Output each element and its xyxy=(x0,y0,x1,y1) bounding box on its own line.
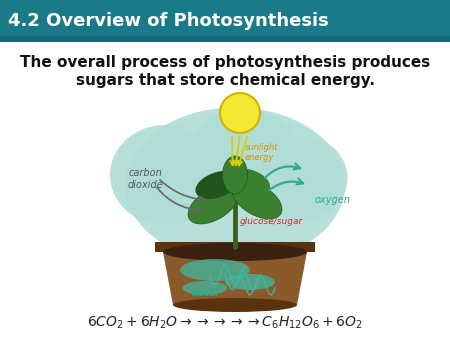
Text: water: water xyxy=(190,289,220,297)
Ellipse shape xyxy=(195,171,239,199)
Ellipse shape xyxy=(110,125,220,225)
Bar xyxy=(0,36,450,42)
Ellipse shape xyxy=(232,181,282,219)
Circle shape xyxy=(220,93,260,133)
Text: carbon
dioxide: carbon dioxide xyxy=(127,168,163,190)
Ellipse shape xyxy=(225,274,275,290)
Text: sugars that store chemical energy.: sugars that store chemical energy. xyxy=(76,72,374,88)
Ellipse shape xyxy=(173,298,297,312)
Ellipse shape xyxy=(180,259,250,281)
Bar xyxy=(0,0,450,42)
Ellipse shape xyxy=(222,156,248,194)
Ellipse shape xyxy=(230,169,270,195)
Text: glucose/sugar: glucose/sugar xyxy=(240,217,303,226)
Polygon shape xyxy=(163,252,307,305)
Text: sunlight
energy: sunlight energy xyxy=(245,143,279,162)
Text: $6CO_2 + 6H_2O \rightarrow\rightarrow\rightarrow\rightarrow\rightarrow C_6H_{12}: $6CO_2 + 6H_2O \rightarrow\rightarrow\ri… xyxy=(87,315,363,331)
Text: 4.2 Overview of Photosynthesis: 4.2 Overview of Photosynthesis xyxy=(8,12,329,30)
Bar xyxy=(155,242,315,252)
Ellipse shape xyxy=(125,107,345,263)
Ellipse shape xyxy=(183,281,228,295)
Ellipse shape xyxy=(163,243,307,261)
Ellipse shape xyxy=(195,110,295,170)
Text: The overall process of photosynthesis produces: The overall process of photosynthesis pr… xyxy=(20,54,430,70)
Ellipse shape xyxy=(188,186,238,224)
Text: oxygen: oxygen xyxy=(315,195,351,205)
Ellipse shape xyxy=(252,136,347,220)
